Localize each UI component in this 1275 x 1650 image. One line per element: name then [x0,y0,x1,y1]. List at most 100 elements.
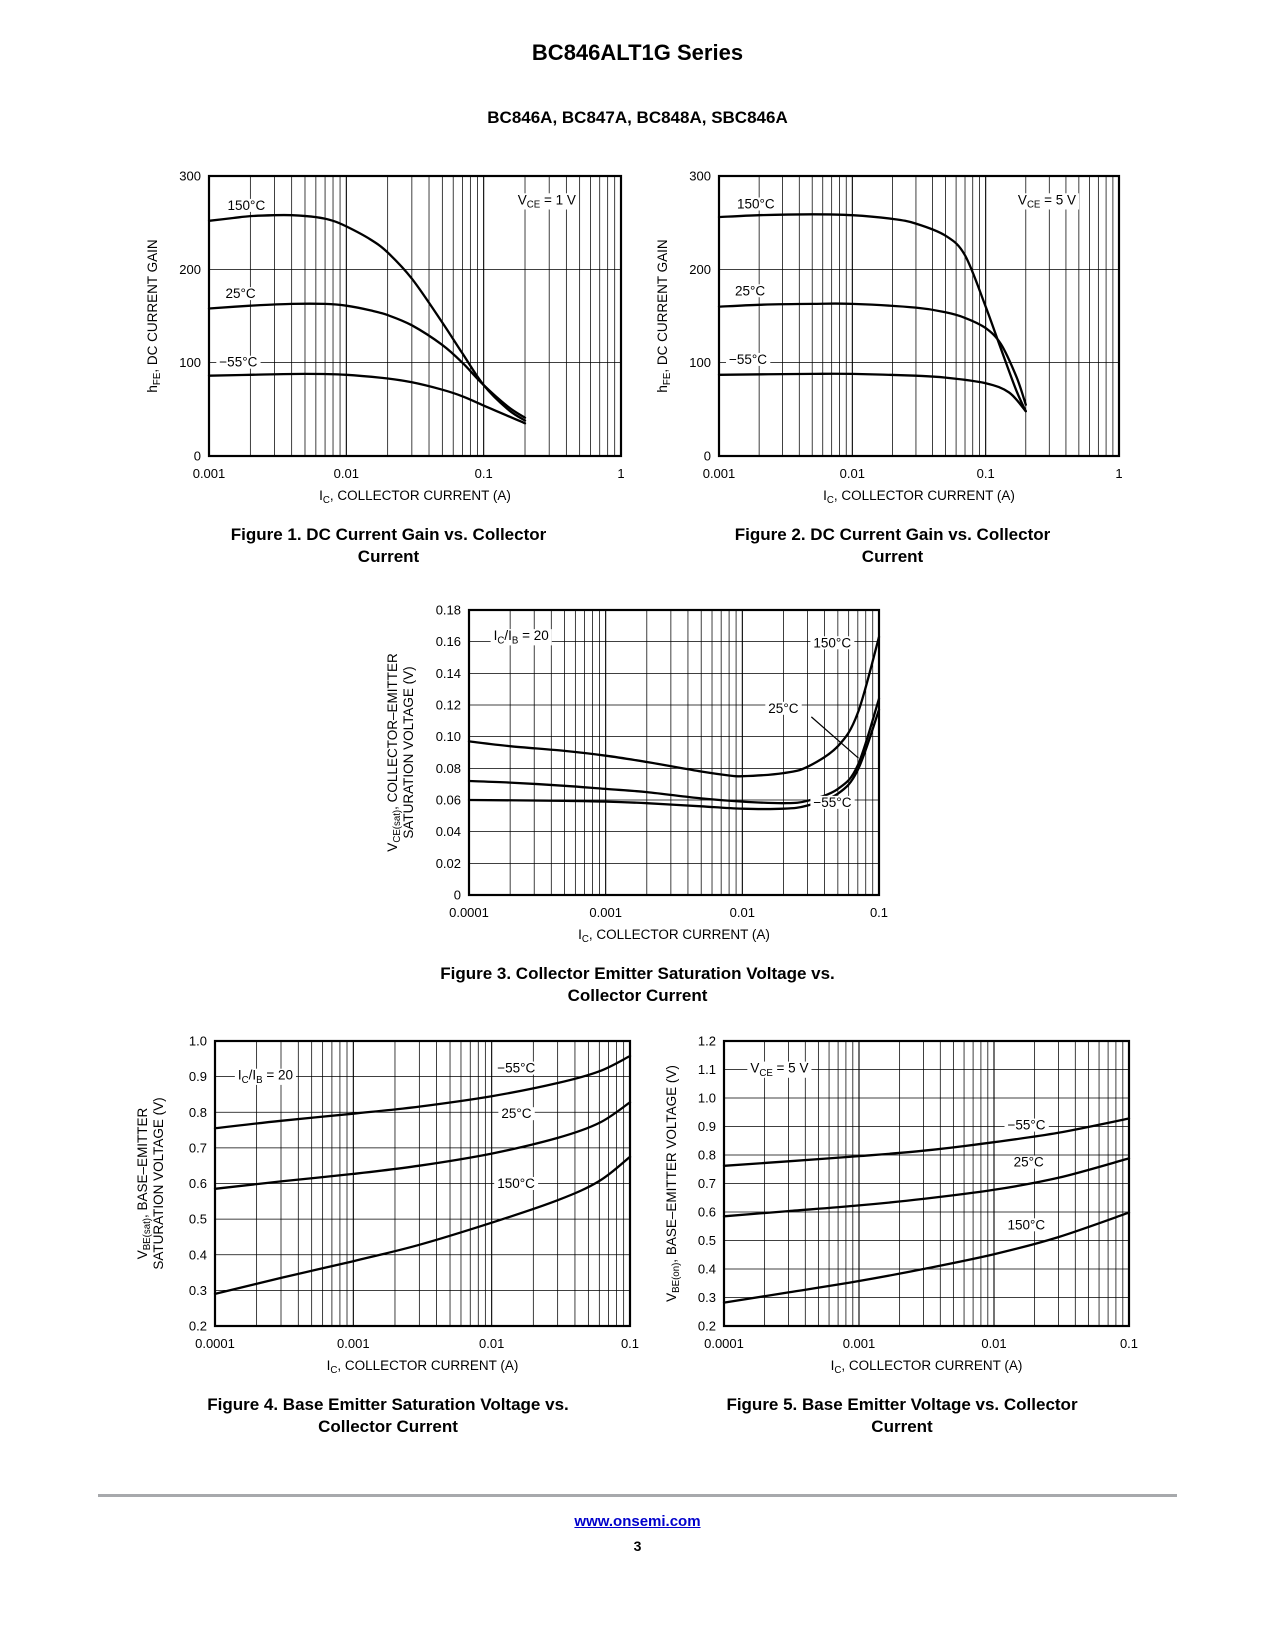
svg-text:300: 300 [179,169,201,184]
svg-text:hFE, DC CURRENT GAIN: hFE, DC CURRENT GAIN [655,239,673,392]
figure-1: VCE = 1 V 150°C 25°C −55°C 0 100 200 300 0.001 0.… [141,164,637,568]
svg-text:25°C: 25°C [1013,1155,1043,1170]
svg-text:25°C: 25°C [768,701,798,716]
figures-row-2: IC/IB = 20 150°C 25°C −55°C 0 0.02 0.04 0.06 0.0… [0,598,1275,1007]
svg-text:0.8: 0.8 [188,1105,206,1120]
figure5-chart: VCE = 5 V −55°C 25°C 150°C 0.2 0.3 0.4 0.5 0.6 0.… [664,1034,1138,1377]
svg-text:0.1: 0.1 [474,466,492,481]
svg-text:25°C: 25°C [225,286,255,301]
figure2-chart: VCE = 5 V 150°C 25°C −55°C 0 100 200 300 0.001 0.… [655,169,1123,507]
svg-text:1: 1 [617,466,624,481]
svg-text:IC, COLLECTOR CURRENT (A): IC, COLLECTOR CURRENT (A) [319,488,511,506]
svg-text:VBE(on), BASE–EMITTER VOLTAGE: VBE(on), BASE–EMITTER VOLTAGE (V) [664,1066,682,1303]
svg-text:1.0: 1.0 [697,1091,715,1106]
svg-text:200: 200 [179,262,201,277]
svg-text:IC/IB = 20: IC/IB = 20 [237,1068,292,1086]
svg-text:0.02: 0.02 [435,856,460,871]
svg-text:0.7: 0.7 [697,1176,715,1191]
svg-text:100: 100 [179,355,201,370]
svg-text:0.001: 0.001 [337,1336,370,1351]
svg-text:0.4: 0.4 [697,1262,715,1277]
svg-text:0.001: 0.001 [842,1336,875,1351]
figure-4: IC/IB = 20 −55°C 25°C 150°C 0.2 0.3 0.4 0.5 0.6 0… [131,1029,646,1438]
svg-text:IC, COLLECTOR CURRENT (A): IC, COLLECTOR CURRENT (A) [326,1358,518,1376]
svg-text:25°C: 25°C [501,1107,531,1122]
svg-text:0.3: 0.3 [697,1290,715,1305]
svg-text:0.08: 0.08 [435,761,460,776]
svg-text:IC, COLLECTOR CURRENT (A): IC, COLLECTOR CURRENT (A) [578,927,770,945]
svg-text:0.4: 0.4 [188,1248,206,1263]
svg-text:−55°C: −55°C [497,1061,535,1076]
svg-text:0.18: 0.18 [435,603,460,618]
svg-text:1.2: 1.2 [697,1034,715,1049]
svg-text:0.8: 0.8 [697,1148,715,1163]
svg-text:0: 0 [193,449,200,464]
svg-text:0.2: 0.2 [188,1319,206,1334]
figure4-caption: Figure 4. Base Emitter Saturation Voltag… [207,1395,569,1437]
svg-text:100: 100 [689,355,711,370]
page-title: BC846ALT1G Series [531,40,744,65]
page-subtitle: BC846A, BC847A, BC848A, SBC846A [487,108,788,127]
svg-text:0.9: 0.9 [697,1119,715,1134]
page-header: BC846ALT1G Series BC846A, BC847A, BC848A… [0,0,1275,128]
svg-text:0.1: 0.1 [1119,1336,1137,1351]
figure3-chart: IC/IB = 20 150°C 25°C −55°C 0 0.02 0.04 0.06 0.0… [385,603,888,946]
svg-text:0.6: 0.6 [697,1205,715,1220]
svg-text:0.10: 0.10 [435,729,460,744]
svg-text:1.0: 1.0 [188,1034,206,1049]
svg-text:0.7: 0.7 [188,1141,206,1156]
svg-text:150°C: 150°C [737,197,775,212]
svg-text:0.12: 0.12 [435,698,460,713]
svg-text:150°C: 150°C [227,198,265,213]
svg-text:0.01: 0.01 [333,466,358,481]
page-footer: www.onsemi.com 3 [0,1494,1275,1554]
page-number: 3 [633,1538,642,1554]
svg-text:VCE = 5 V: VCE = 5 V [750,1061,808,1079]
svg-text:0.1: 0.1 [620,1336,638,1351]
footer-divider [98,1494,1177,1497]
svg-text:0.01: 0.01 [839,466,864,481]
svg-text:IC, COLLECTOR CURRENT (A): IC, COLLECTOR CURRENT (A) [823,488,1015,506]
svg-text:0.1: 0.1 [976,466,994,481]
svg-text:0.001: 0.001 [702,466,735,481]
svg-text:VBE(sat), BASE–EMITTER: VBE(sat), BASE–EMITTER [135,1108,153,1260]
svg-text:0.001: 0.001 [192,466,225,481]
svg-text:1.1: 1.1 [697,1062,715,1077]
svg-text:0.06: 0.06 [435,793,460,808]
figures-row-3: IC/IB = 20 −55°C 25°C 150°C 0.2 0.3 0.4 0.5 0.6 0… [0,1029,1275,1438]
figure1-chart: VCE = 1 V 150°C 25°C −55°C 0 100 200 300 0.001 0.… [145,169,625,507]
svg-text:0: 0 [703,449,710,464]
svg-text:0.16: 0.16 [435,634,460,649]
svg-text:0.04: 0.04 [435,824,460,839]
svg-text:0.2: 0.2 [697,1319,715,1334]
figure1-caption: Figure 1. DC Current Gain vs. Collector … [230,525,547,567]
svg-text:0.5: 0.5 [697,1233,715,1248]
svg-text:150°C: 150°C [813,635,851,650]
figure-3: IC/IB = 20 150°C 25°C −55°C 0 0.02 0.04 0.06 0.0… [381,598,895,1007]
svg-text:0.1: 0.1 [869,905,887,920]
figure5-caption: Figure 5. Base Emitter Voltage vs. Colle… [726,1395,1078,1437]
svg-text:−55°C: −55°C [813,795,851,810]
svg-text:VCE(sat), COLLECTOR–EMITTER: VCE(sat), COLLECTOR–EMITTER [385,653,403,852]
svg-text:0.3: 0.3 [188,1283,206,1298]
svg-text:0.01: 0.01 [981,1336,1006,1351]
figure4-chart: IC/IB = 20 −55°C 25°C 150°C 0.2 0.3 0.4 0.5 0.6 0… [135,1034,639,1377]
svg-text:0.5: 0.5 [188,1212,206,1227]
svg-text:0.01: 0.01 [729,905,754,920]
svg-text:IC/IB = 20: IC/IB = 20 [493,628,548,646]
figure-5: VCE = 5 V −55°C 25°C 150°C 0.2 0.3 0.4 0.5 0.6 0.… [660,1029,1145,1438]
figure3-caption: Figure 3. Collector Emitter Saturation V… [440,964,835,1006]
svg-text:VCE = 1 V: VCE = 1 V [517,192,575,210]
svg-text:300: 300 [689,169,711,184]
svg-text:0.0001: 0.0001 [449,905,489,920]
svg-text:0.01: 0.01 [479,1336,504,1351]
svg-text:0.14: 0.14 [435,666,460,681]
svg-text:0.9: 0.9 [188,1070,206,1085]
onsemi-link[interactable]: www.onsemi.com [574,1513,701,1530]
svg-text:0.001: 0.001 [589,905,622,920]
svg-text:150°C: 150°C [1007,1218,1045,1233]
svg-text:−55°C: −55°C [1007,1118,1045,1133]
svg-text:0.0001: 0.0001 [195,1336,235,1351]
svg-text:IC, COLLECTOR CURRENT (A): IC, COLLECTOR CURRENT (A) [830,1358,1022,1376]
